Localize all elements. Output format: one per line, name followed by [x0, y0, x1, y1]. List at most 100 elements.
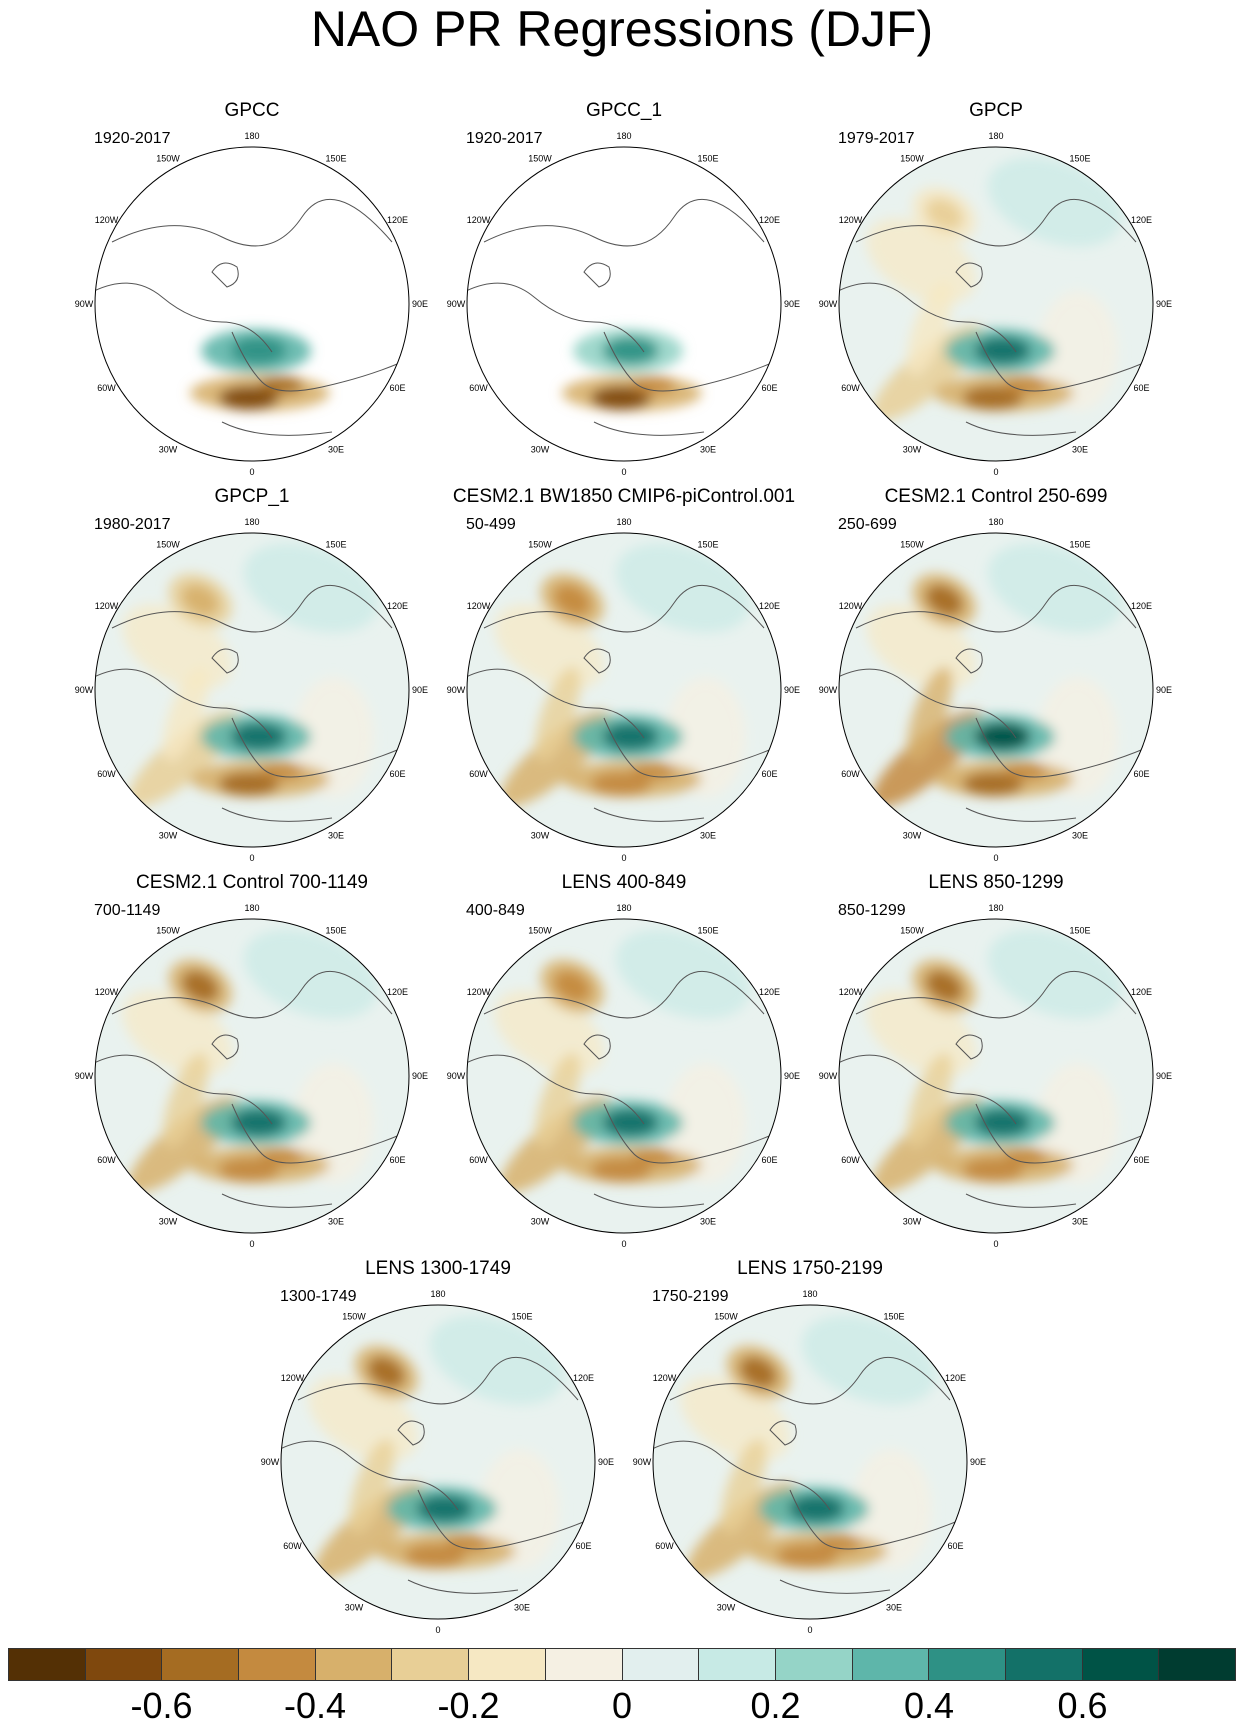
map-panel: GPCC 1920-2017 180 150E 120E 90E 60E 30E 0 30W 60W…: [72, 100, 432, 500]
polar-map: 180 150E 120E 90E 60E 30E 0 30W 60W 90W 120W 150W: [819, 517, 1172, 863]
longitude-label: 30E: [700, 1217, 716, 1227]
polar-map: 180 150E 120E 90E 60E 30E 0 30W 60W 90W 120W 150W: [75, 517, 428, 863]
north-europe-wet-core: [230, 722, 287, 751]
map-boundary: [280, 1304, 596, 1620]
longitude-label: 180: [988, 903, 1003, 913]
iberia-dry-core: [776, 1544, 837, 1569]
map-field: [653, 1305, 967, 1619]
colorbar-box: [775, 1649, 853, 1680]
colorbar-box: [85, 1649, 163, 1680]
panel-years-label: 1980-2017: [94, 516, 171, 533]
coastlines: [467, 970, 775, 1208]
coastline: [855, 198, 1137, 247]
panel-years-label: 1750-2199: [652, 1288, 729, 1305]
longitude-label: 30E: [700, 831, 716, 841]
north-europe-wet-core: [602, 722, 659, 751]
polar-map: 180 150E 120E 90E 60E 30E 0 30W 60W 90W 120W 150W: [261, 1289, 614, 1635]
iberia-dry-core: [404, 1544, 465, 1569]
longitude-label: 150W: [900, 154, 924, 164]
north-europe-wet-core: [974, 336, 1031, 365]
panel-years-label: 850-1299: [838, 902, 906, 919]
longitude-label: 60W: [97, 1155, 116, 1165]
colorbar-box: [699, 1649, 776, 1680]
colorbar-box: [392, 1649, 470, 1680]
mediterranean-dry-core: [631, 1148, 676, 1167]
coastline: [231, 717, 403, 778]
longitude-label: 120E: [1131, 215, 1152, 225]
coastline: [221, 1193, 333, 1208]
polar-map: 180 150E 120E 90E 60E 30E 0 30W 60W 90W 120W 150W: [75, 903, 428, 1249]
anomaly-field: [308, 1315, 565, 1579]
longitude-label: 60W: [97, 769, 116, 779]
longitude-label: 30E: [1072, 831, 1088, 841]
colorbar-box: [1159, 1649, 1235, 1680]
coastlines: [95, 970, 403, 1208]
iberia-dry-core: [590, 386, 651, 411]
colorbar-tick-label: 0.4: [903, 1685, 955, 1726]
coastline: [483, 198, 765, 247]
coastline: [211, 262, 239, 288]
longitude-label: 60W: [283, 1541, 302, 1551]
longitude-label: 90E: [412, 685, 428, 695]
coastlines: [467, 584, 775, 822]
longitude-label: 90E: [1156, 1071, 1172, 1081]
longitude-label: 180: [988, 517, 1003, 527]
longitude-label: 60E: [1133, 1155, 1149, 1165]
panel-years-label: 700-1149: [94, 902, 161, 919]
longitude-label: 120E: [387, 987, 408, 997]
longitude-label: 30E: [1072, 445, 1088, 455]
anomaly-field: [494, 929, 751, 1193]
anomaly-field: [866, 157, 1123, 421]
longitude-label: 30W: [903, 831, 922, 841]
polar-map: 180 150E 120E 90E 60E 30E 0 30W 60W 90W 120W 150W: [447, 903, 800, 1249]
map-panel: CESM2.1 Control 700-1149 700-1149 180 150E 1…: [72, 872, 432, 1272]
colorbar-tick-label: -0.6: [130, 1685, 193, 1726]
longitude-label: 0: [993, 467, 998, 477]
longitude-label: 60E: [389, 383, 405, 393]
coastline: [975, 1103, 1147, 1164]
longitude-label: 180: [988, 131, 1003, 141]
longitude-label: 90W: [447, 1071, 466, 1081]
longitude-label: 90W: [819, 1071, 838, 1081]
coastlines: [653, 1356, 961, 1594]
coastline: [417, 1489, 589, 1550]
longitude-label: 0: [621, 1239, 626, 1249]
coastline: [839, 282, 1017, 353]
longitude-label: 120W: [467, 987, 491, 997]
panel-title: LENS 400-849: [561, 872, 687, 893]
longitude-label: 180: [244, 517, 259, 527]
weak-negative-anomaly: [665, 1063, 746, 1184]
longitude-label: 120E: [759, 987, 780, 997]
north-europe-wet-core: [602, 336, 659, 365]
longitude-label: 180: [802, 1289, 817, 1299]
longitude-label: 120E: [1131, 601, 1152, 611]
atlantic-dry-arc: [162, 1052, 209, 1148]
weak-negative-anomaly: [293, 1063, 374, 1184]
longitude-label: 90W: [75, 299, 94, 309]
panel-title: CESM2.1 Control 700-1149: [136, 872, 368, 893]
map-panel: LENS 400-849 400-849 180 150E 120E 90E 60E 30E 0…: [444, 872, 804, 1272]
map-boundary: [838, 532, 1154, 848]
coastline: [95, 282, 273, 353]
longitude-label: 30E: [1072, 1217, 1088, 1227]
mediterranean-dry-core: [631, 762, 676, 781]
iberia-dry-core: [962, 772, 1023, 797]
iberia-dry-core: [218, 772, 279, 797]
longitude-label: 90E: [412, 1071, 428, 1081]
coastline: [593, 807, 705, 822]
longitude-label: 30E: [328, 831, 344, 841]
map-panel: LENS 850-1299 850-1299 180 150E 120E 90E 60E 30…: [816, 872, 1176, 1272]
longitude-label: 90W: [819, 299, 838, 309]
map-field: [467, 919, 781, 1233]
iberia-dry-core: [962, 1158, 1023, 1183]
coastline: [231, 1103, 403, 1164]
atlantic-dry-arc: [906, 280, 953, 376]
north-europe-wet-core: [602, 1108, 659, 1137]
anomaly-field: [866, 543, 1123, 807]
polar-map: 180 150E 120E 90E 60E 30E 0 30W 60W 90W 120W 150W: [75, 131, 428, 477]
longitude-label: 90E: [784, 299, 800, 309]
longitude-label: 120W: [281, 1373, 305, 1383]
north-europe-wet-core: [416, 1494, 473, 1523]
panel-title: GPCP: [969, 100, 1023, 121]
longitude-label: 60W: [469, 769, 488, 779]
